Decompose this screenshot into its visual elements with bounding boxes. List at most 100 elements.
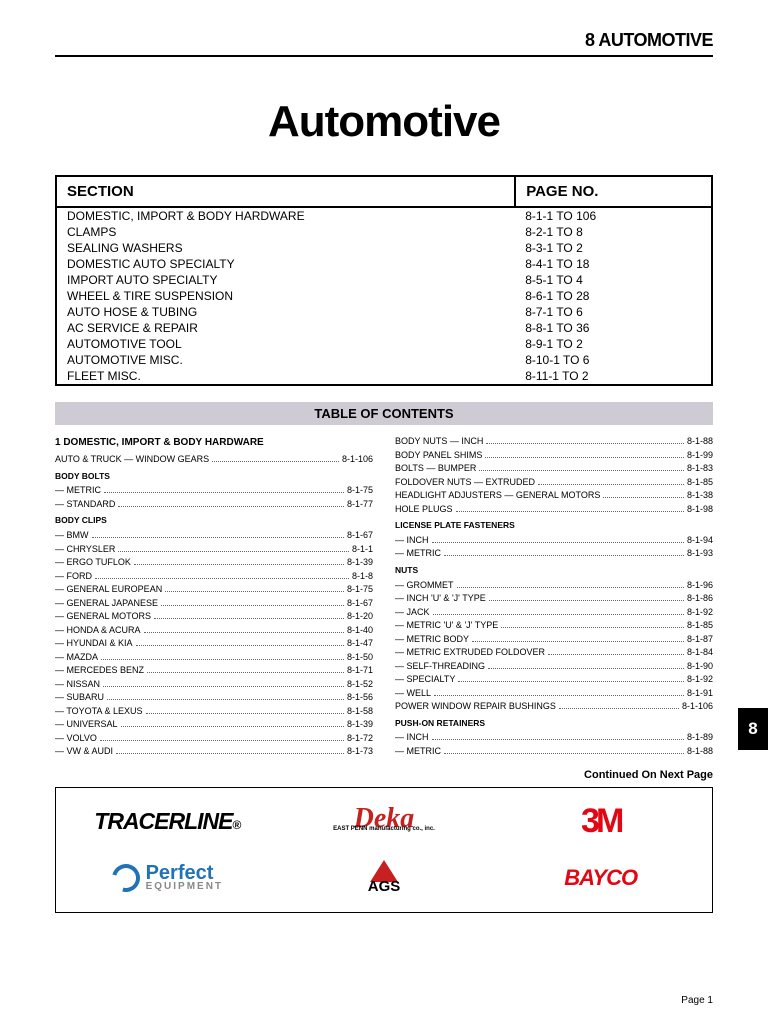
toc-dots — [559, 708, 679, 709]
toc-row: — HYUNDAI & KIA8-1-47 — [55, 637, 373, 651]
table-row: CLAMPS8-2-1 TO 8 — [56, 224, 712, 240]
toc-heading-2: BODY CLIPS — [55, 514, 373, 527]
toc-page: 8-1-92 — [687, 606, 713, 620]
table-row: WHEEL & TIRE SUSPENSION8-6-1 TO 28 — [56, 288, 712, 304]
toc-page: 8-1-8 — [352, 570, 373, 584]
toc-row: — METRIC8-1-75 — [55, 484, 373, 498]
toc-row: POWER WINDOW REPAIR BUSHINGS8-1-106 — [395, 700, 713, 714]
toc-dots — [458, 681, 684, 682]
toc-dots — [104, 492, 344, 493]
section-cell: AC SERVICE & REPAIR — [56, 320, 515, 336]
toc-dots — [457, 587, 684, 588]
toc-label: — JACK — [395, 606, 430, 620]
toc-page: 8-1-98 — [687, 503, 713, 517]
toc-row: — MAZDA8-1-50 — [55, 651, 373, 665]
logo-bayco: BAYCO — [564, 865, 637, 891]
section-cell: AUTOMOTIVE MISC. — [56, 352, 515, 368]
toc-page: 8-1-58 — [347, 705, 373, 719]
toc-page: 8-1-67 — [347, 529, 373, 543]
table-row: AUTO HOSE & TUBING8-7-1 TO 6 — [56, 304, 712, 320]
table-row: AC SERVICE & REPAIR8-8-1 TO 36 — [56, 320, 712, 336]
page-cell: 8-2-1 TO 8 — [515, 224, 712, 240]
table-row: DOMESTIC, IMPORT & BODY HARDWARE8-1-1 TO… — [56, 207, 712, 224]
toc-dots — [161, 605, 344, 606]
continued-label: Continued On Next Page — [55, 769, 713, 781]
toc-page: 8-1-106 — [682, 700, 713, 714]
toc-page: 8-1-91 — [687, 687, 713, 701]
section-cell: DOMESTIC AUTO SPECIALTY — [56, 256, 515, 272]
toc-row: — GENERAL JAPANESE8-1-67 — [55, 597, 373, 611]
toc-label: — GENERAL MOTORS — [55, 610, 151, 624]
toc-dots — [479, 470, 684, 471]
toc-label: BOLTS — BUMPER — [395, 462, 476, 476]
toc-page: 8-1-38 — [687, 489, 713, 503]
toc-page: 8-1-88 — [687, 435, 713, 449]
toc-dots — [485, 457, 684, 458]
page-cell: 8-11-1 TO 2 — [515, 368, 712, 385]
section-cell: CLAMPS — [56, 224, 515, 240]
toc-columns: 1 DOMESTIC, IMPORT & BODY HARDWAREAUTO &… — [55, 435, 713, 759]
toc-page: 8-1-40 — [347, 624, 373, 638]
toc-heading-2: BODY BOLTS — [55, 470, 373, 483]
page-cell: 8-9-1 TO 2 — [515, 336, 712, 352]
toc-dots — [432, 739, 684, 740]
toc-dots — [154, 618, 344, 619]
toc-page: 8-1-56 — [347, 691, 373, 705]
table-row: AUTOMOTIVE MISC.8-10-1 TO 6 — [56, 352, 712, 368]
toc-row: — VW & AUDI8-1-73 — [55, 745, 373, 759]
toc-page: 8-1-52 — [347, 678, 373, 692]
toc-dots — [121, 726, 344, 727]
toc-dots — [116, 753, 344, 754]
section-cell: AUTO HOSE & TUBING — [56, 304, 515, 320]
section-col-header: SECTION — [56, 176, 515, 207]
toc-row: — HONDA & ACURA8-1-40 — [55, 624, 373, 638]
toc-dots — [444, 753, 684, 754]
toc-label: — MAZDA — [55, 651, 98, 665]
toc-dots — [146, 713, 344, 714]
section-cell: WHEEL & TIRE SUSPENSION — [56, 288, 515, 304]
toc-dots — [107, 699, 344, 700]
toc-row: AUTO & TRUCK — WINDOW GEARS8-1-106 — [55, 453, 373, 467]
toc-row: HOLE PLUGS 8-1-98 — [395, 503, 713, 517]
toc-label: — CHRYSLER — [55, 543, 115, 557]
toc-label: — BMW — [55, 529, 89, 543]
toc-row: — METRIC8-1-93 — [395, 547, 713, 561]
toc-label: — WELL — [395, 687, 431, 701]
section-cell: SEALING WASHERS — [56, 240, 515, 256]
toc-page: 8-1-86 — [687, 592, 713, 606]
toc-label: — GENERAL EUROPEAN — [55, 583, 162, 597]
toc-dots — [118, 506, 344, 507]
toc-row: — INCH 'U' & 'J' TYPE8-1-86 — [395, 592, 713, 606]
toc-row: — TOYOTA & LEXUS8-1-58 — [55, 705, 373, 719]
toc-label: — NISSAN — [55, 678, 100, 692]
toc-page: 8-1-73 — [347, 745, 373, 759]
toc-row: — BMW 8-1-67 — [55, 529, 373, 543]
page-cell: 8-10-1 TO 6 — [515, 352, 712, 368]
toc-label: — VOLVO — [55, 732, 97, 746]
toc-row: BODY PANEL SHIMS 8-1-99 — [395, 449, 713, 463]
toc-label: — SPECIALTY — [395, 673, 455, 687]
toc-label: BODY PANEL SHIMS — [395, 449, 482, 463]
toc-label: — FORD — [55, 570, 92, 584]
toc-dots — [165, 591, 344, 592]
toc-page: 8-1-99 — [687, 449, 713, 463]
toc-row: — UNIVERSAL8-1-39 — [55, 718, 373, 732]
logos-box: TRACERLINE® DekaEAST PENN manufacturing … — [55, 787, 713, 913]
section-cell: IMPORT AUTO SPECIALTY — [56, 272, 515, 288]
toc-dots — [101, 659, 344, 660]
toc-row: — GROMMET8-1-96 — [395, 579, 713, 593]
toc-dots — [456, 511, 684, 512]
toc-row: — METRIC8-1-88 — [395, 745, 713, 759]
toc-dots — [433, 614, 684, 615]
header-label: 8 AUTOMOTIVE — [55, 30, 713, 51]
toc-page: 8-1-88 — [687, 745, 713, 759]
footer-page: Page 1 — [681, 995, 713, 1006]
toc-row: — METRIC EXTRUDED FOLDOVER8-1-84 — [395, 646, 713, 660]
side-tab: 8 — [738, 708, 768, 750]
toc-heading-2: PUSH-ON RETAINERS — [395, 717, 713, 730]
page-cell: 8-8-1 TO 36 — [515, 320, 712, 336]
toc-label: — SUBARU — [55, 691, 104, 705]
toc-label: HOLE PLUGS — [395, 503, 453, 517]
toc-label: — INCH — [395, 534, 429, 548]
toc-label: — METRIC — [55, 484, 101, 498]
